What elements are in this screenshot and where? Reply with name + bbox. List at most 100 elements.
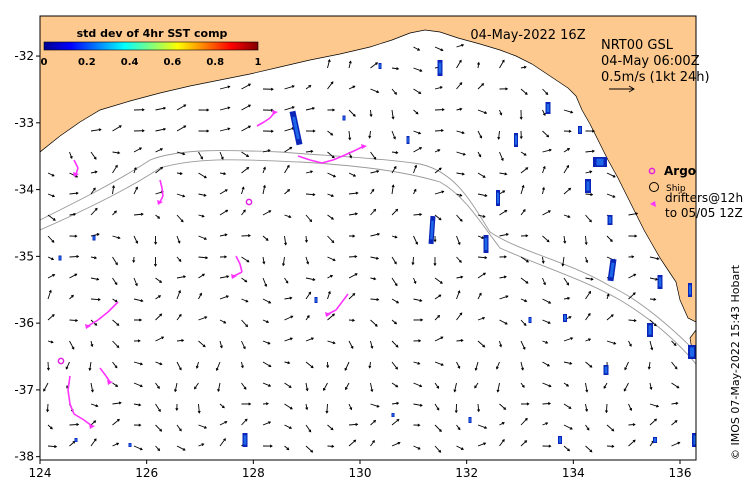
current-arrow xyxy=(413,67,422,72)
current-arrowhead xyxy=(524,92,528,95)
current-arrow xyxy=(542,187,545,195)
current-arrowhead xyxy=(590,192,594,196)
drifter-head xyxy=(157,200,163,205)
current-arrowhead xyxy=(592,129,596,133)
current-arrow xyxy=(90,438,97,447)
current-arrowhead xyxy=(482,316,486,320)
current-arrowhead xyxy=(588,338,592,342)
current-arrow xyxy=(47,424,53,430)
current-arrowhead xyxy=(353,173,357,177)
sst-patch-core xyxy=(596,158,604,166)
current-arrow xyxy=(542,210,551,216)
current-arrow xyxy=(649,403,659,407)
current-arrowhead xyxy=(624,367,628,371)
current-arrowhead xyxy=(332,313,335,317)
current-arrowhead xyxy=(331,216,334,220)
current-arrow xyxy=(563,277,569,286)
current-arrowhead xyxy=(417,423,421,427)
current-arrow xyxy=(477,403,480,412)
current-arrowhead xyxy=(484,426,488,429)
current-arrowhead xyxy=(415,241,419,245)
current-arrow xyxy=(623,382,629,392)
current-arrowhead xyxy=(481,83,485,86)
current-arrow xyxy=(456,151,466,156)
current-arrowhead xyxy=(547,402,552,406)
current-arrow xyxy=(176,424,182,432)
current-arrowhead xyxy=(223,438,226,442)
current-arrowhead xyxy=(73,212,77,216)
current-arrowhead xyxy=(482,214,486,218)
current-arrowhead xyxy=(524,417,528,421)
current-arrow xyxy=(176,125,186,132)
current-arrowhead xyxy=(178,367,182,371)
current-arrowhead xyxy=(563,240,567,244)
current-arrowhead xyxy=(500,158,504,162)
current-arrow xyxy=(133,445,143,450)
current-arrow xyxy=(90,420,96,426)
current-arrowhead xyxy=(157,215,161,219)
current-arrow xyxy=(499,172,507,175)
current-arrow xyxy=(520,319,527,326)
colorbar-tick-label: 0.8 xyxy=(206,57,224,68)
current-arrow xyxy=(520,298,527,302)
current-arrowhead xyxy=(270,108,274,112)
current-arrowhead xyxy=(289,146,293,150)
current-arrowhead xyxy=(610,314,614,318)
current-arrow xyxy=(499,319,508,325)
current-arrowhead xyxy=(268,364,272,368)
current-arrowhead xyxy=(157,448,161,452)
current-arrowhead xyxy=(220,156,224,160)
current-arrow xyxy=(344,361,350,371)
product-time: 04-May 06:00Z xyxy=(601,54,700,69)
current-arrowhead xyxy=(440,363,444,366)
drifter-segment xyxy=(161,187,164,197)
current-arrowhead xyxy=(418,91,422,94)
current-arrow xyxy=(305,382,308,391)
current-arrowhead xyxy=(327,59,331,63)
plot-frame xyxy=(39,15,697,461)
current-arrow xyxy=(219,234,227,237)
current-arrowhead xyxy=(139,447,143,451)
sst-patch-core xyxy=(243,435,247,445)
sst-patch-core xyxy=(564,315,566,321)
current-arrowhead xyxy=(310,170,314,174)
current-arrowhead xyxy=(141,129,145,133)
current-arrowhead xyxy=(180,219,184,223)
current-arrow xyxy=(624,361,629,370)
current-arrowhead xyxy=(566,164,569,168)
current-arrowhead xyxy=(567,148,571,151)
current-arrowhead xyxy=(525,234,529,238)
current-arrow xyxy=(628,403,632,411)
current-arrow xyxy=(434,46,443,51)
current-arrowhead xyxy=(438,449,442,453)
current-arrow xyxy=(585,424,590,431)
current-arrow xyxy=(456,424,461,430)
current-arrowhead xyxy=(505,295,509,299)
current-arrow xyxy=(434,167,442,174)
current-arrow xyxy=(498,130,500,140)
drifter-segment xyxy=(75,167,79,175)
current-arrowhead xyxy=(117,151,121,155)
current-arrowhead xyxy=(433,239,437,243)
sst-patch-core xyxy=(693,435,696,445)
current-arrowhead xyxy=(546,134,550,138)
current-arrow xyxy=(456,361,461,369)
current-arrowhead xyxy=(395,384,399,388)
current-arrow xyxy=(391,340,399,348)
current-arrowhead xyxy=(504,209,508,213)
current-arrow xyxy=(155,336,164,342)
current-arrowhead xyxy=(312,129,316,133)
current-arrowhead xyxy=(284,242,288,246)
current-arrowhead xyxy=(51,239,55,243)
current-arrow xyxy=(327,193,334,197)
current-arrow xyxy=(198,316,207,321)
current-arrow xyxy=(198,403,200,413)
current-arrowhead xyxy=(69,155,73,159)
current-arrow xyxy=(456,172,465,175)
current-arrow xyxy=(563,214,570,218)
current-arrowhead xyxy=(114,299,118,303)
current-arrowhead xyxy=(221,405,225,409)
current-arrow xyxy=(262,210,271,216)
current-arrow xyxy=(542,88,548,95)
current-arrow xyxy=(47,193,55,197)
